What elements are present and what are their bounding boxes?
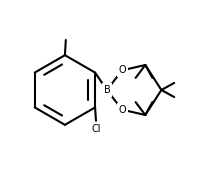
Text: O: O <box>118 65 126 75</box>
Text: B: B <box>103 85 110 95</box>
Text: O: O <box>118 105 126 115</box>
Text: Cl: Cl <box>91 124 101 134</box>
